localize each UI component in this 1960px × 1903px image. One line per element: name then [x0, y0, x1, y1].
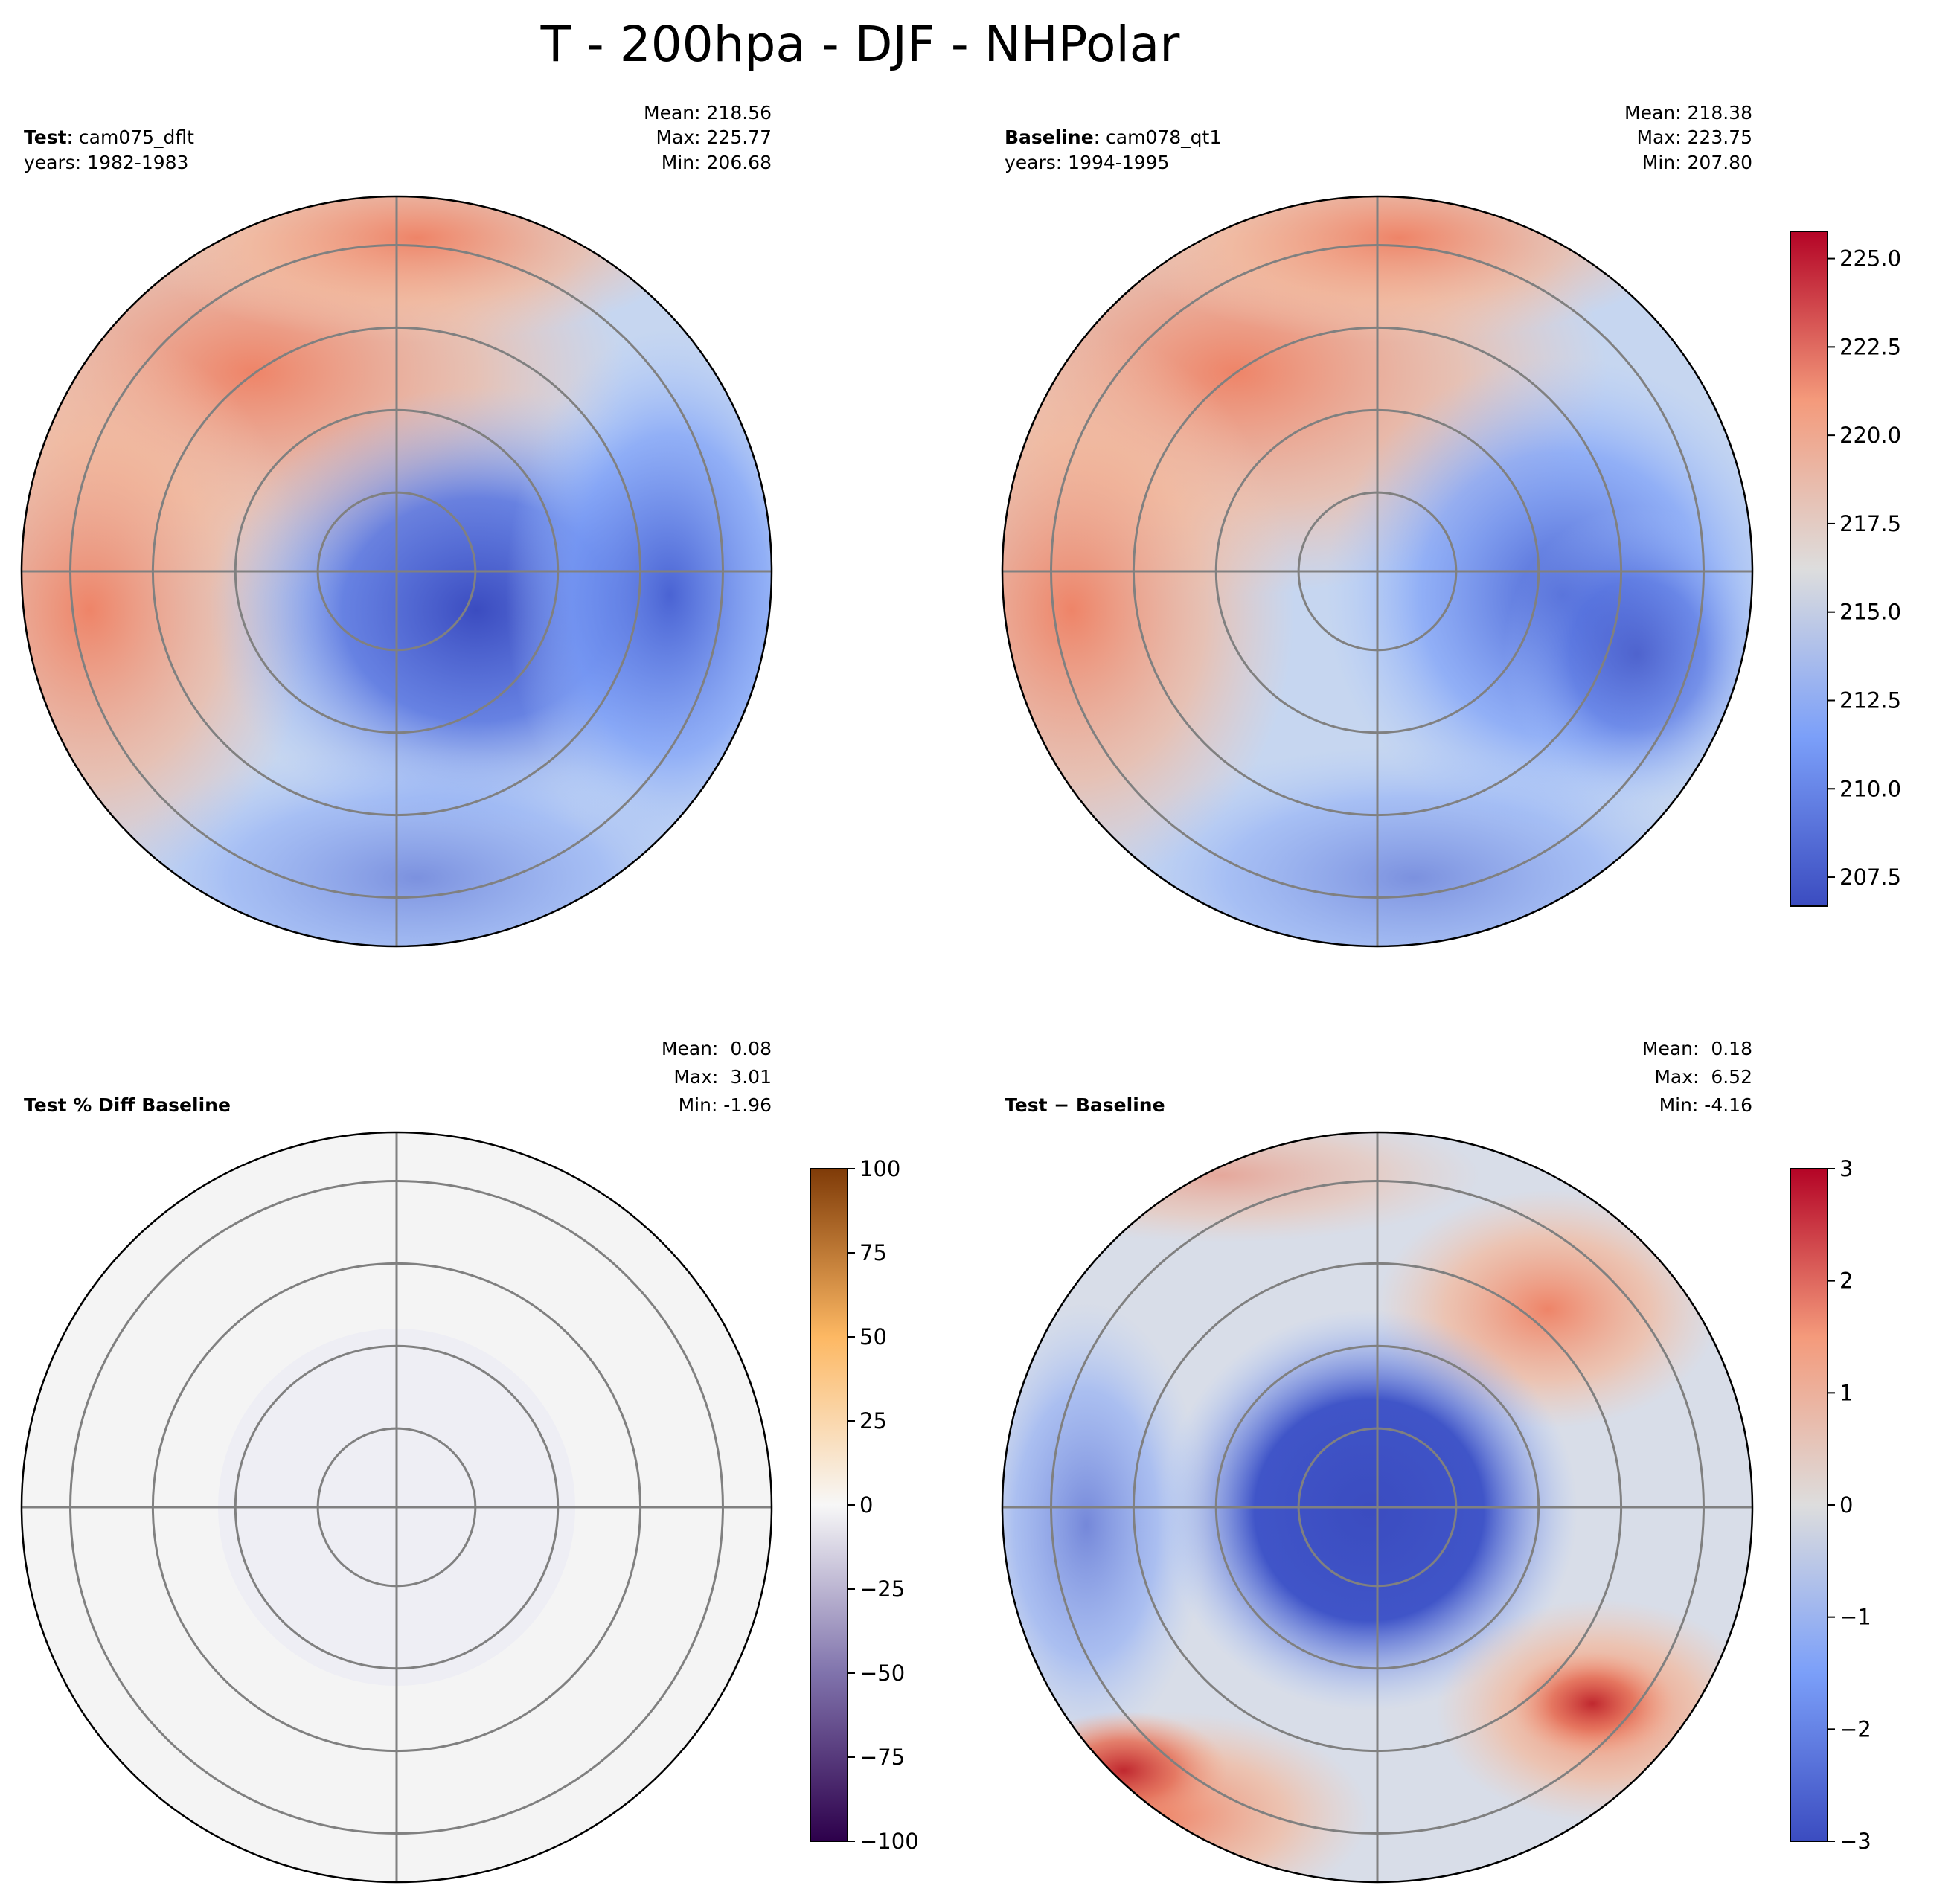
panel-years: years: 1982-1983	[24, 152, 188, 173]
colorbar-tick-label: −75	[859, 1745, 905, 1770]
colorbar-tick-label: 210.0	[1839, 776, 1901, 801]
colorbar-tick-label: −50	[859, 1660, 905, 1686]
colorbar-tick-label: −1	[1839, 1605, 1871, 1630]
colorbar-tick-label: 3	[1839, 1156, 1853, 1181]
map-field	[22, 196, 772, 946]
stat-min: Min: 207.80	[1642, 152, 1752, 173]
colorbar-tick-label: −3	[1839, 1829, 1871, 1854]
map-field	[1002, 1132, 1752, 1882]
panel-label-case: : cam075_dflt	[67, 126, 195, 148]
colorbar-tick-label: −100	[859, 1829, 919, 1854]
colorbar-tick-label: 222.5	[1839, 334, 1901, 359]
stat-min: Min: -4.16	[1659, 1094, 1752, 1116]
map-boundary	[20, 195, 773, 948]
colorbar-tick-label: −2	[1839, 1716, 1871, 1742]
map-boundary	[20, 1131, 773, 1884]
map-boundary	[1001, 195, 1754, 948]
stat-max: Max: 225.77	[656, 126, 772, 148]
colorbar-tick-label: 1	[1839, 1380, 1853, 1405]
stat-mean: Mean: 0.18	[1642, 1038, 1752, 1059]
colorbar-percent-scale	[810, 1168, 848, 1842]
colorbar-percent: −100 −75 −50 −25 0 25 50 75 100	[810, 1156, 919, 1854]
colorbar-tick-label: 212.5	[1839, 687, 1901, 713]
colorbar-tick-label: 225.0	[1839, 246, 1901, 272]
panel-label: Test − Baseline	[1005, 1094, 1165, 1116]
colorbar-diff-scale	[1790, 1168, 1828, 1842]
colorbar-tick-label: 75	[859, 1240, 887, 1265]
stat-min: Min: -1.96	[679, 1094, 772, 1116]
colorbar-absolute-scale	[1790, 231, 1828, 907]
panel-label: Test: cam075_dflt	[24, 126, 194, 148]
stat-min: Min: 206.68	[662, 152, 772, 173]
colorbar-tick-label: 100	[859, 1156, 900, 1181]
stat-mean: Mean: 0.08	[662, 1038, 772, 1059]
colorbar-tick-label: 220.0	[1839, 423, 1901, 448]
colorbar-tick-label: 215.0	[1839, 600, 1901, 625]
colorbar-tick-label: 2	[1839, 1268, 1853, 1294]
colorbar-tick-label: 0	[859, 1492, 873, 1518]
stat-max: Max: 223.75	[1636, 126, 1752, 148]
panel-years: years: 1994-1995	[1005, 152, 1169, 173]
stat-max: Max: 6.52	[1654, 1066, 1752, 1088]
colorbar-tick-label: 207.5	[1839, 864, 1901, 890]
colorbar-tick-label: 50	[859, 1324, 887, 1350]
stat-mean: Mean: 218.38	[1624, 102, 1752, 123]
map-gridlines	[20, 195, 1754, 1884]
panel-test: Test: cam075_dflt years: 1982-1983 Mean:…	[22, 102, 772, 946]
map-boundary	[1001, 1131, 1754, 1884]
colorbar-absolute: 207.5 210.0 212.5 215.0 217.5 220.0 222.5 225.0	[1790, 231, 1901, 907]
colorbar-tick-label: 25	[859, 1408, 887, 1434]
stat-max: Max: 3.01	[673, 1066, 772, 1088]
map-field	[1002, 196, 1752, 946]
panel-label: Baseline: cam078_qt1	[1005, 126, 1221, 148]
panel-label-bold: Baseline	[1005, 126, 1094, 148]
colorbar-tick-label: −25	[859, 1576, 905, 1602]
panel-baseline: Baseline: cam078_qt1 years: 1994-1995 Me…	[1002, 102, 1752, 946]
colorbar-tick-label: 0	[1839, 1492, 1853, 1518]
panel-label-bold: Test	[24, 126, 67, 148]
stat-mean: Mean: 218.56	[644, 102, 772, 123]
panel-label-case: : cam078_qt1	[1094, 126, 1222, 148]
panel-label: Test % Diff Baseline	[24, 1094, 231, 1116]
figure-title: T - 200hpa - DJF - NHPolar	[540, 16, 1181, 73]
colorbar-tick-label: 217.5	[1839, 511, 1901, 536]
colorbar-diff: −3 −2 −1 0 1 2 3	[1790, 1156, 1871, 1854]
